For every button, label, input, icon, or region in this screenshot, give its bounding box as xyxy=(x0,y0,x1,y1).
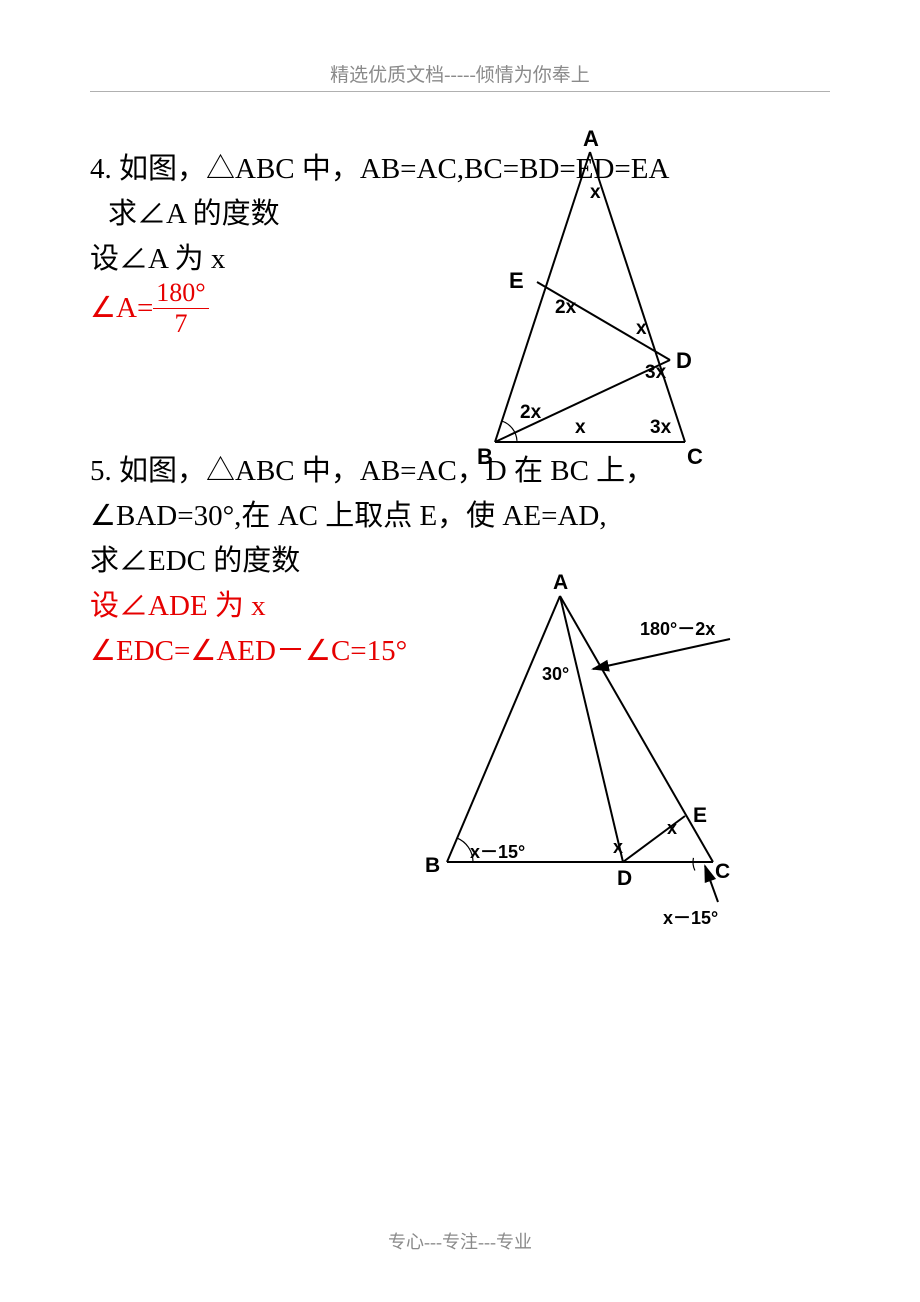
p4-ans-prefix: ∠A= xyxy=(90,292,153,324)
p5-diagram: ABCDE180°－2x30°xxx－15°x－15° xyxy=(435,584,755,924)
fraction-num: 180° xyxy=(153,280,208,309)
p4-num: 4. xyxy=(90,153,112,185)
p5-l3: 求∠EDC 的度数 xyxy=(90,539,830,584)
p5-num: 5. xyxy=(90,455,112,487)
problem-5: 5. 如图，△ABC 中，AB=AC，D 在 BC 上， ∠BAD=30°,在 … xyxy=(90,449,830,674)
problem-4-text: 4. 如图，△ABC 中，AB=AC,BC=BD=ED=EA 求∠A 的度数 设… xyxy=(90,147,830,339)
page-footer: 专心---专注---专业 xyxy=(0,1228,920,1254)
problem-4: 4. 如图，△ABC 中，AB=AC,BC=BD=ED=EA 求∠A 的度数 设… xyxy=(90,147,830,339)
p4-diagram: ABCDEx2xx2xx3x3x xyxy=(475,142,705,462)
fraction-den: 7 xyxy=(153,309,208,337)
page-header: 精选优质文档-----倾情为你奉上 xyxy=(90,60,830,92)
p5-l2: ∠BAD=30°,在 AC 上取点 E，使 AE=AD, xyxy=(90,494,830,539)
p4-l3: 设∠A 为 x xyxy=(90,237,830,282)
p5-l1: 如图，△ABC 中，AB=AC，D 在 BC 上， xyxy=(119,455,654,487)
fraction: 180°7 xyxy=(153,280,208,337)
p4-l2: 求∠A 的度数 xyxy=(90,192,830,237)
p4-answer: ∠A=180°7 xyxy=(90,282,830,339)
